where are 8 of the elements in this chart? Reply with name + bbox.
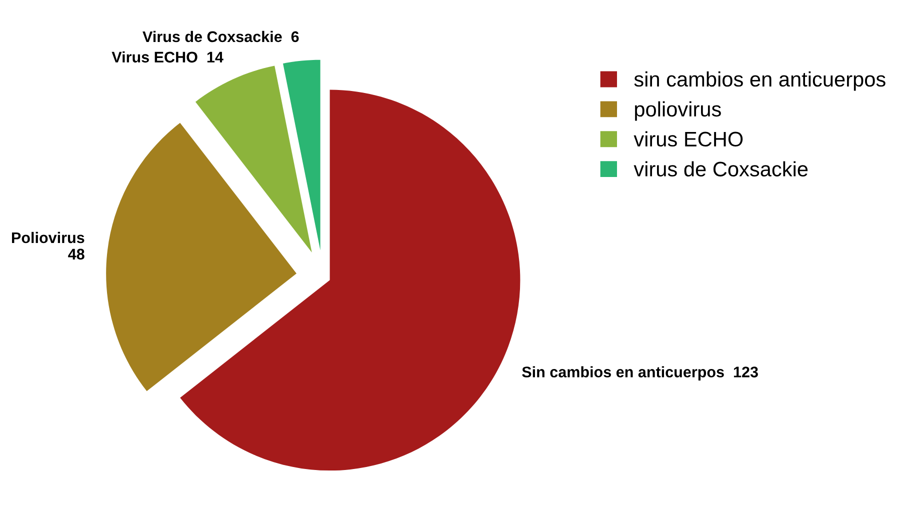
legend-label: poliovirus [635, 101, 721, 121]
data-label: Virus de Coxsackie 6 [142, 30, 299, 42]
legend-label: virus ECHO [634, 131, 743, 147]
data-label: Poliovirus 48 [12, 232, 84, 260]
legend-label: virus de Coxsackie [634, 161, 808, 177]
data-label: Virus ECHO 14 [112, 51, 224, 63]
data-label: Sin cambios en anticuerpos 123 [522, 366, 758, 380]
legend-label: sin cambios en anticuerpos [634, 71, 886, 91]
